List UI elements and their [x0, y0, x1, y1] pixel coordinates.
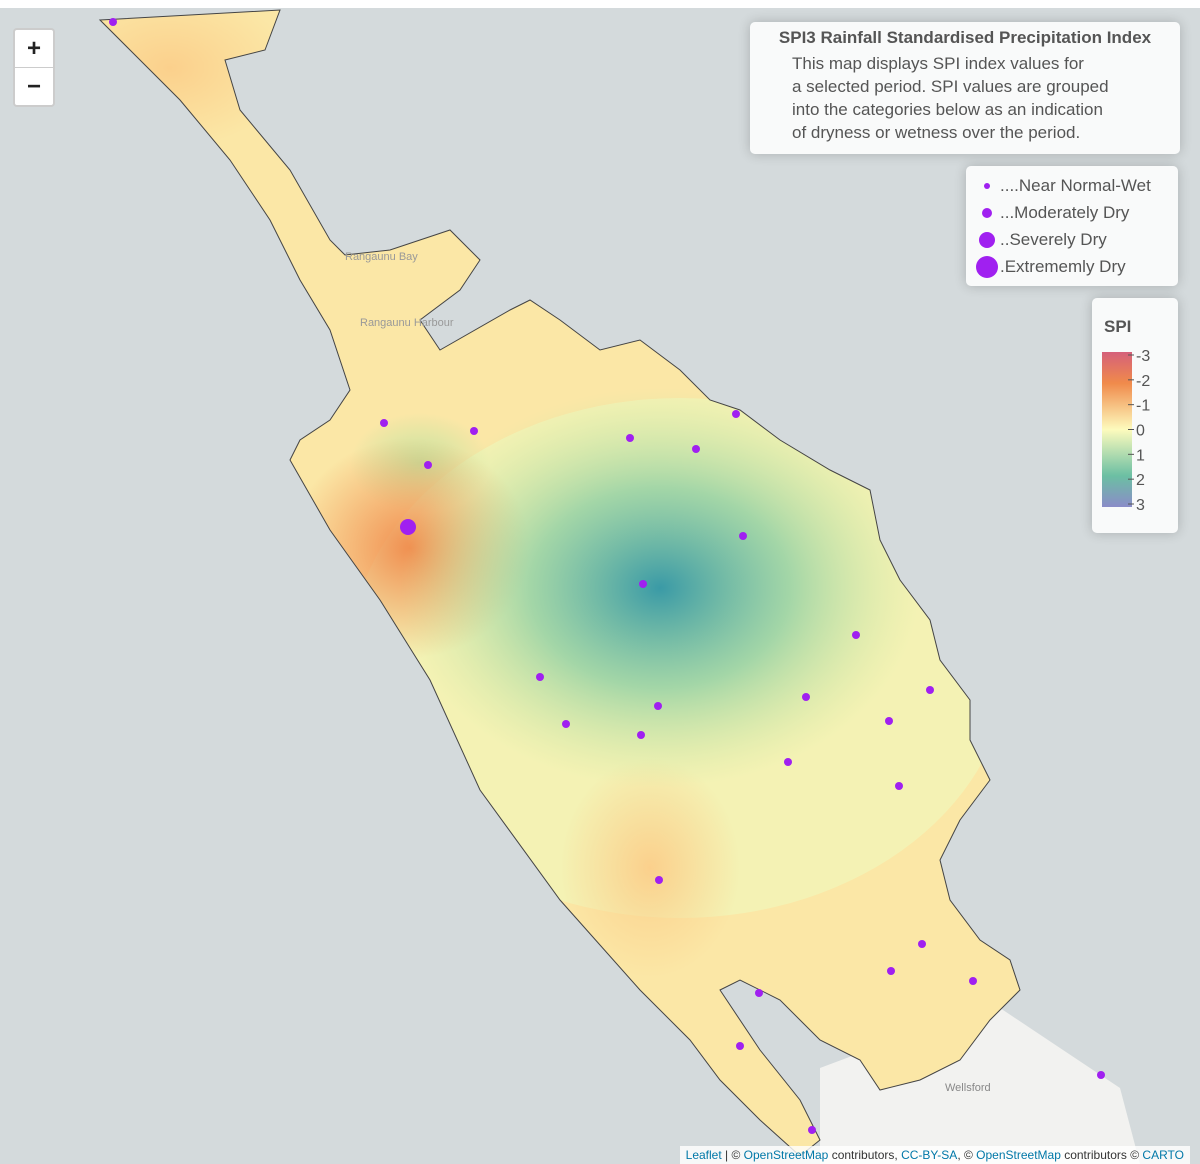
legend-symbol [974, 207, 1000, 218]
attribution-link[interactable]: OpenStreetMap [976, 1148, 1061, 1162]
spi-tick-label: 2 [1136, 472, 1145, 489]
legend-dot [976, 255, 998, 278]
attribution-text: contributors © [1060, 1148, 1143, 1162]
legend-label: ...Moderately Dry [1000, 202, 1130, 222]
legend-item: ..Severely Dry [974, 226, 1170, 253]
zoom-out[interactable]: − [15, 67, 53, 105]
station [470, 427, 478, 435]
attribution-link[interactable]: OpenStreetMap [743, 1148, 829, 1162]
station [736, 1042, 744, 1050]
station [739, 532, 747, 540]
legend-label: ....Near Normal-Wet [1000, 175, 1151, 195]
spi-colorbar [1102, 352, 1132, 507]
attribution: Leaflet | © OpenStreetMap contributors, … [679, 1146, 1190, 1164]
station [562, 720, 570, 728]
info-line: a selected period. SPI values are groupe… [792, 77, 1109, 96]
attribution-link[interactable]: Leaflet [685, 1148, 722, 1162]
spi-tick-label: 3 [1136, 497, 1145, 514]
info-title: SPI3 Rainfall Standardised Precipitation… [778, 28, 1152, 47]
legend-item: ....Near Normal-Wet [974, 172, 1170, 199]
legend-label: .Extrememly Dry [1000, 256, 1126, 276]
station [109, 18, 117, 26]
attribution-link[interactable]: CC-BY-SA [901, 1148, 958, 1162]
spi-tick-label: 1 [1136, 447, 1145, 464]
spi-tick-label: -3 [1136, 348, 1150, 365]
station [808, 1126, 816, 1134]
station [887, 967, 895, 975]
legend-symbol [974, 255, 1000, 278]
spi-legend-title: SPI [1104, 317, 1131, 336]
spi-tick-label: 0 [1136, 423, 1145, 440]
attribution-text: | © [721, 1148, 744, 1162]
info-description: This map displays SPI index values for a … [760, 52, 1170, 144]
legend-symbol [974, 231, 1000, 248]
map-label: Wellsford [945, 1082, 991, 1094]
station [424, 461, 432, 469]
legend-item: ...Moderately Dry [974, 199, 1170, 226]
attribution-link[interactable]: CARTO [1142, 1148, 1184, 1162]
station [380, 419, 388, 427]
attribution-text: , © [957, 1148, 977, 1162]
legend-item: .Extrememly Dry [974, 253, 1170, 280]
station [802, 693, 810, 701]
zoom-in[interactable]: + [26, 35, 41, 62]
station [637, 731, 645, 739]
station [755, 989, 763, 997]
station [732, 410, 740, 418]
legend-dot [979, 231, 995, 248]
station [536, 673, 544, 681]
legend-label: ..Severely Dry [1000, 229, 1107, 249]
station [885, 717, 893, 725]
size-legend: ....Near Normal-Wet ...Moderately Dry ..Se… [966, 166, 1178, 286]
station [400, 519, 416, 535]
zoom-control: + − [13, 28, 55, 107]
station [969, 977, 977, 985]
station [852, 631, 860, 639]
station [918, 940, 926, 948]
info-box: SPI3 Rainfall Standardised Precipitation… [750, 22, 1180, 154]
station [654, 702, 662, 710]
station [692, 445, 700, 453]
station [639, 580, 647, 588]
station [626, 434, 634, 442]
stations [109, 18, 1105, 1134]
spi-tick-label: -1 [1136, 398, 1150, 415]
map-label: Rangaunu Harbour [360, 317, 454, 329]
station [1097, 1071, 1105, 1079]
spi-legend-canvas: SPI -3 -2 -1 0 1 2 3 [1102, 317, 1150, 514]
map-label: Rangaunu Bay [345, 251, 418, 263]
attribution-text: contributors, [828, 1148, 902, 1162]
legend-symbol [974, 182, 1000, 189]
map-canvas: Rangaunu Bay Rangaunu Harbour Wellsford [99, 9, 1140, 1164]
station [784, 758, 792, 766]
station [895, 782, 903, 790]
station [655, 876, 663, 884]
legend-dot [984, 182, 990, 189]
info-line: This map displays SPI index values for [792, 54, 1084, 73]
info-line: into the categories below as an indicati… [792, 100, 1103, 119]
spi-tick-label: -2 [1136, 373, 1150, 390]
map: Rangaunu Bay Rangaunu Harbour Wellsford … [0, 8, 1200, 1164]
legend-dot [982, 207, 992, 218]
spi-legend: SPI -3 -2 -1 0 1 2 3 [1092, 298, 1178, 533]
info-line: of dryness or wetness over the period. [792, 123, 1081, 142]
station [926, 686, 934, 694]
